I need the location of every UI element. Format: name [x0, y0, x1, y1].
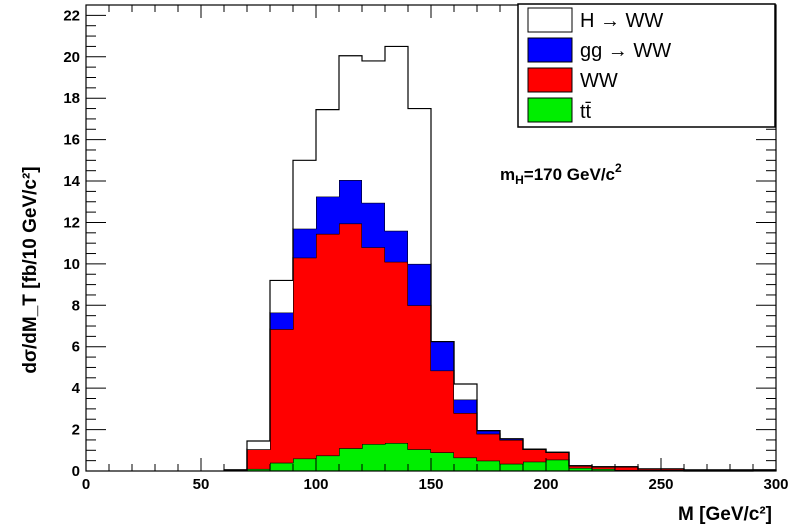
y-tick-label: 8	[72, 297, 80, 314]
histogram-bar	[546, 452, 569, 460]
histogram-bar	[293, 160, 316, 229]
histogram-bar	[247, 449, 270, 469]
histogram-bar	[293, 228, 316, 258]
y-tick-label: 6	[72, 339, 80, 356]
x-axis-title: M [GeV/c²]	[678, 504, 772, 525]
y-tick-label: 20	[63, 49, 80, 66]
histogram-bar	[293, 257, 316, 459]
histogram-bar	[615, 466, 638, 470]
histogram-bar	[316, 109, 339, 197]
histogram-bar	[385, 230, 408, 262]
histogram-bar	[385, 443, 408, 471]
histogram-bar	[293, 458, 316, 471]
y-tick-label: 4	[72, 380, 81, 397]
legend: H → WW gg → WW WW tt̄	[517, 3, 776, 128]
legend-swatch-h-ww	[527, 7, 573, 33]
histogram-bar	[362, 60, 385, 203]
histogram-bar	[247, 440, 270, 450]
y-tick-label: 12	[63, 214, 80, 231]
histogram-bar	[523, 449, 546, 462]
y-tick-label: 18	[63, 90, 80, 107]
histogram-bar	[316, 233, 339, 456]
histogram-bar	[500, 439, 523, 464]
histogram-bar	[592, 468, 615, 471]
mass-annotation: mH=170 GeV/c2	[500, 161, 622, 187]
histogram-bar	[316, 455, 339, 471]
y-tick-label: 16	[63, 132, 80, 149]
legend-label-h-ww: H → WW	[580, 10, 663, 32]
x-tick-label: 150	[418, 476, 443, 493]
histogram-bar	[316, 196, 339, 234]
histogram-bar	[362, 444, 385, 471]
histogram-bar	[270, 280, 293, 313]
histogram-bar	[592, 466, 615, 469]
histogram-bar	[454, 413, 477, 458]
histogram-bar	[569, 467, 592, 471]
legend-label-ww: WW	[580, 70, 618, 92]
histogram-bar	[385, 46, 408, 231]
histogram-bar	[270, 462, 293, 471]
histogram-bar	[408, 305, 431, 450]
x-tick-label: 200	[533, 476, 558, 493]
histogram-bar	[431, 341, 454, 371]
x-tick-label: 50	[193, 476, 210, 493]
histogram-bar	[247, 468, 270, 471]
histogram-bar	[339, 180, 362, 224]
mass-annotation-sub: H	[515, 173, 524, 187]
y-axis-title: dσ/dM_T [fb/10 GeV/c²]	[20, 166, 41, 373]
histogram-bar	[270, 329, 293, 463]
histogram-bar	[523, 461, 546, 471]
histogram-bar	[385, 261, 408, 444]
histogram-bar	[454, 384, 477, 400]
histogram-bar	[408, 263, 431, 306]
histogram-bar	[362, 202, 385, 248]
histogram-bar	[339, 55, 362, 181]
histogram-bar	[431, 452, 454, 471]
legend-label-gg-ww: gg → WW	[580, 40, 671, 62]
legend-swatch-ttbar	[527, 97, 573, 123]
histogram-bar	[546, 459, 569, 471]
mass-annotation-sup: 2	[615, 161, 622, 175]
legend-swatch-ww	[527, 67, 573, 93]
histogram-bar	[454, 457, 477, 471]
y-tick-label: 22	[63, 7, 80, 24]
y-tick-label: 2	[72, 422, 80, 439]
tick-labels: 0 50 100 150 200 250 300 0 2 4 6 8 10 12 14 16 18 20 22	[63, 7, 788, 493]
histogram-bar	[339, 448, 362, 471]
histogram-bars	[223, 45, 777, 472]
histogram-bar	[454, 399, 477, 414]
y-tick-label: 14	[63, 173, 80, 190]
histogram-bar	[362, 247, 385, 445]
x-tick-label: 300	[763, 476, 788, 493]
mass-annotation-main: m	[500, 165, 515, 184]
histogram-bar	[477, 430, 500, 434]
histogram-bar	[477, 460, 500, 471]
mass-annotation-rest: =170 GeV/c	[524, 165, 615, 184]
histogram-bar	[408, 449, 431, 471]
histogram-bar	[408, 108, 431, 264]
histogram-bar	[500, 463, 523, 471]
histogram-bar	[569, 465, 592, 468]
histogram-bar	[477, 433, 500, 461]
x-tick-label: 250	[648, 476, 673, 493]
x-tick-label: 100	[303, 476, 328, 493]
legend-swatch-gg-ww	[527, 37, 573, 63]
x-tick-label: 0	[82, 476, 90, 493]
y-tick-label: 0	[72, 463, 80, 480]
legend-label-ttbar: tt̄	[580, 101, 592, 123]
histogram-bar	[339, 223, 362, 449]
histogram-bar	[270, 312, 293, 330]
y-tick-label: 10	[63, 256, 80, 273]
histogram-bar	[431, 370, 454, 453]
